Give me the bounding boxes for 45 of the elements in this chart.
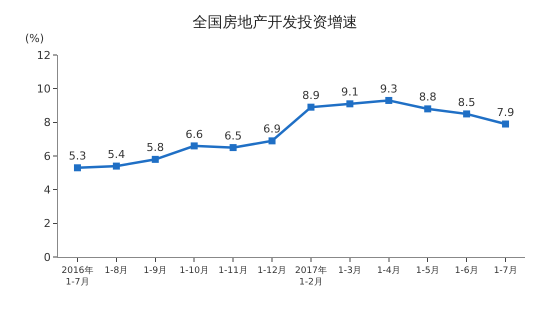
- point: [346, 100, 354, 108]
- y-tick-label: 6: [44, 150, 51, 163]
- data-label: 6.6: [185, 128, 203, 141]
- y-tick-label: 4: [44, 184, 51, 197]
- x-tick-label: 1-4月: [376, 266, 401, 276]
- x-tick-label: 1-9月: [143, 266, 168, 276]
- data-label: 8.8: [418, 90, 436, 104]
- data-label: 7.9: [496, 106, 514, 119]
- point: [268, 137, 276, 144]
- data-label: 5.3: [68, 150, 86, 163]
- point: [502, 120, 510, 128]
- x-tick-label: 1-10月: [179, 266, 209, 276]
- y-tick-label: 12: [36, 48, 51, 62]
- point: [307, 104, 314, 111]
- data-label: 6.5: [224, 129, 242, 142]
- y-tick-label: 10: [36, 82, 51, 96]
- data-label: 8.5: [458, 96, 476, 109]
- x-tick-label: 1-12月: [257, 266, 287, 276]
- point: [74, 164, 81, 172]
- data-label: 5.4: [108, 148, 126, 161]
- x-tick-label: 2016年 1-7月: [62, 264, 94, 288]
- x-tick-label: 1-3月: [338, 266, 362, 276]
- point: [190, 142, 198, 150]
- data-label: 9.3: [380, 82, 398, 96]
- x-tick-label: 1-5月: [416, 266, 440, 276]
- x-tick-label: 2017年 1-2月: [295, 264, 327, 288]
- point: [112, 162, 120, 170]
- chart-title: 全国房地产开发投资增速: [192, 13, 358, 32]
- x-tick-label: 1-7月: [494, 266, 518, 276]
- data-label: 8.9: [302, 89, 320, 102]
- x-tick-label: 1-6月: [454, 266, 478, 276]
- point: [424, 105, 432, 112]
- y-tick-label: 0: [44, 250, 51, 264]
- x-tick-label: 1-8月: [104, 266, 128, 276]
- point: [152, 156, 159, 163]
- data-label: 6.9: [263, 122, 281, 136]
- point: [463, 110, 470, 118]
- x-tick-label: 1-11月: [218, 266, 248, 276]
- y-tick-label: 2: [44, 217, 51, 230]
- point: [385, 96, 392, 104]
- y-axis-title: (%): [25, 32, 44, 45]
- y-tick-label: 8: [44, 116, 51, 130]
- data-label: 5.8: [146, 141, 164, 154]
- data-label: 9.1: [341, 86, 359, 99]
- point: [230, 144, 237, 152]
